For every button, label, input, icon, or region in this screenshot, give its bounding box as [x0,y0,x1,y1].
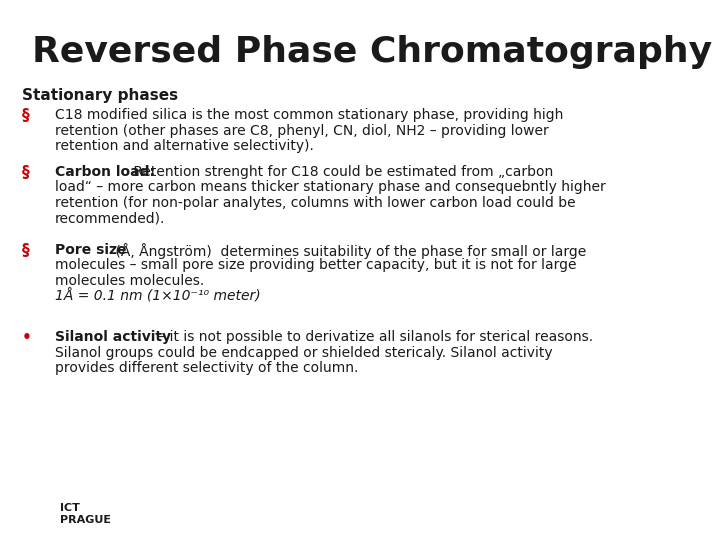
Text: Carbon load:: Carbon load: [55,165,155,179]
Text: §: § [22,165,30,180]
Text: ICT: ICT [60,503,80,513]
Text: C18 modified silica is the most common stationary phase, providing high: C18 modified silica is the most common s… [55,108,563,122]
Text: PRAGUE: PRAGUE [60,515,111,525]
Text: Pore size: Pore size [55,243,127,257]
Text: Reversed Phase Chromatography: Reversed Phase Chromatography [32,35,712,69]
Text: molecules – small pore size providing better capacity, but it is not for large: molecules – small pore size providing be… [55,259,577,273]
Text: •: • [22,330,32,345]
Text: – it is not possible to derivatize all silanols for sterical reasons.: – it is not possible to derivatize all s… [154,330,593,344]
Text: retention and alternative selectivity).: retention and alternative selectivity). [55,139,314,153]
Text: molecules molecules.: molecules molecules. [55,274,204,288]
Text: retention (other phases are C8, phenyl, CN, diol, NH2 – providing lower: retention (other phases are C8, phenyl, … [55,124,549,138]
Text: Silanol groups could be endcapped or shielded stericaly. Silanol activity: Silanol groups could be endcapped or shi… [55,346,553,360]
Text: §: § [22,108,30,123]
Circle shape [30,532,40,539]
Text: provides different selectivity of the column.: provides different selectivity of the co… [55,361,359,375]
Text: Stationary phases: Stationary phases [22,88,178,103]
Text: recommended).: recommended). [55,212,166,226]
Text: §: § [22,243,30,258]
Text: load“ – more carbon means thicker stationary phase and consequebntly higher: load“ – more carbon means thicker statio… [55,180,606,194]
Text: (Å, Ångström)  determines suitability of the phase for small or large: (Å, Ångström) determines suitability of … [111,243,586,259]
Text: Silanol activity: Silanol activity [55,330,171,344]
Text: retention (for non-polar analytes, columns with lower carbon load could be: retention (for non-polar analytes, colum… [55,196,575,210]
Text: Retention strenght for C18 could be estimated from „carbon: Retention strenght for C18 could be esti… [130,165,554,179]
Text: 1Å = 0.1 nm (1×10⁻¹⁰ meter): 1Å = 0.1 nm (1×10⁻¹⁰ meter) [55,289,261,304]
